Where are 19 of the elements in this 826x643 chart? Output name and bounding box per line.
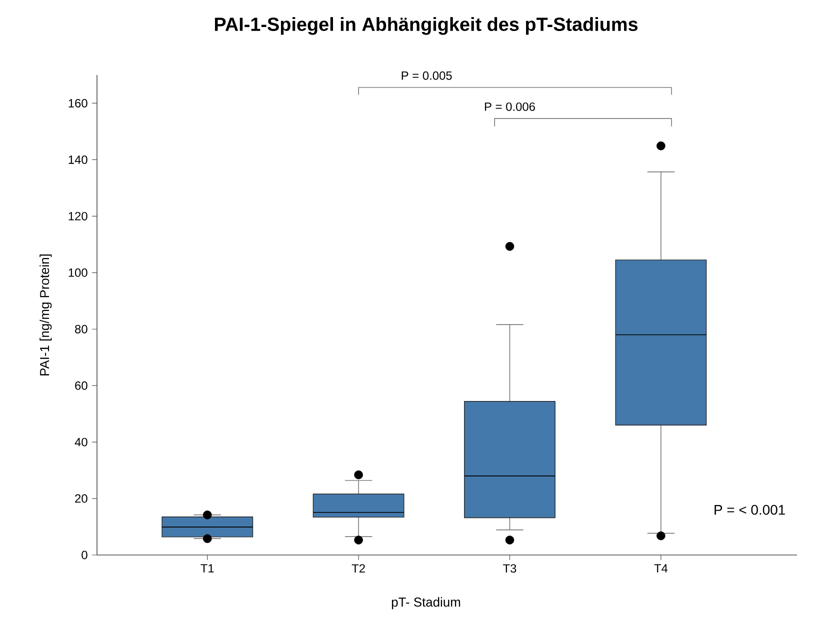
y-tick-label: 80 <box>75 324 88 334</box>
y-tick-label: 60 <box>75 381 88 390</box>
y-tick-label: 0 <box>82 550 88 560</box>
y-tick-label: 120 <box>68 212 88 220</box>
x-tick-label: T4 <box>654 564 668 572</box>
annotation: P = 0.006 <box>484 102 535 111</box>
chart-title: PAI-1-Spiegel in Abhängigkeit des pT-Stadiums <box>214 17 638 35</box>
y-tick-label: 160 <box>68 99 88 108</box>
y-tick-label: 20 <box>75 494 88 503</box>
y-tick-label: 100 <box>68 268 88 277</box>
x-tick-label: T2 <box>352 564 365 573</box>
y-tick-label: 140 <box>68 155 88 164</box>
x-tick-label: T1 <box>200 564 214 572</box>
y-tick-label: 40 <box>74 438 88 446</box>
annotation: P = 0.005 <box>402 71 452 80</box>
x-tick-label: T3 <box>503 564 516 573</box>
x-axis-title: pT- Stadium <box>392 597 460 610</box>
annotation: P = < 0.001 <box>714 504 785 515</box>
y-axis-title: PAI-1 [ng/mg Protein] <box>40 254 52 376</box>
